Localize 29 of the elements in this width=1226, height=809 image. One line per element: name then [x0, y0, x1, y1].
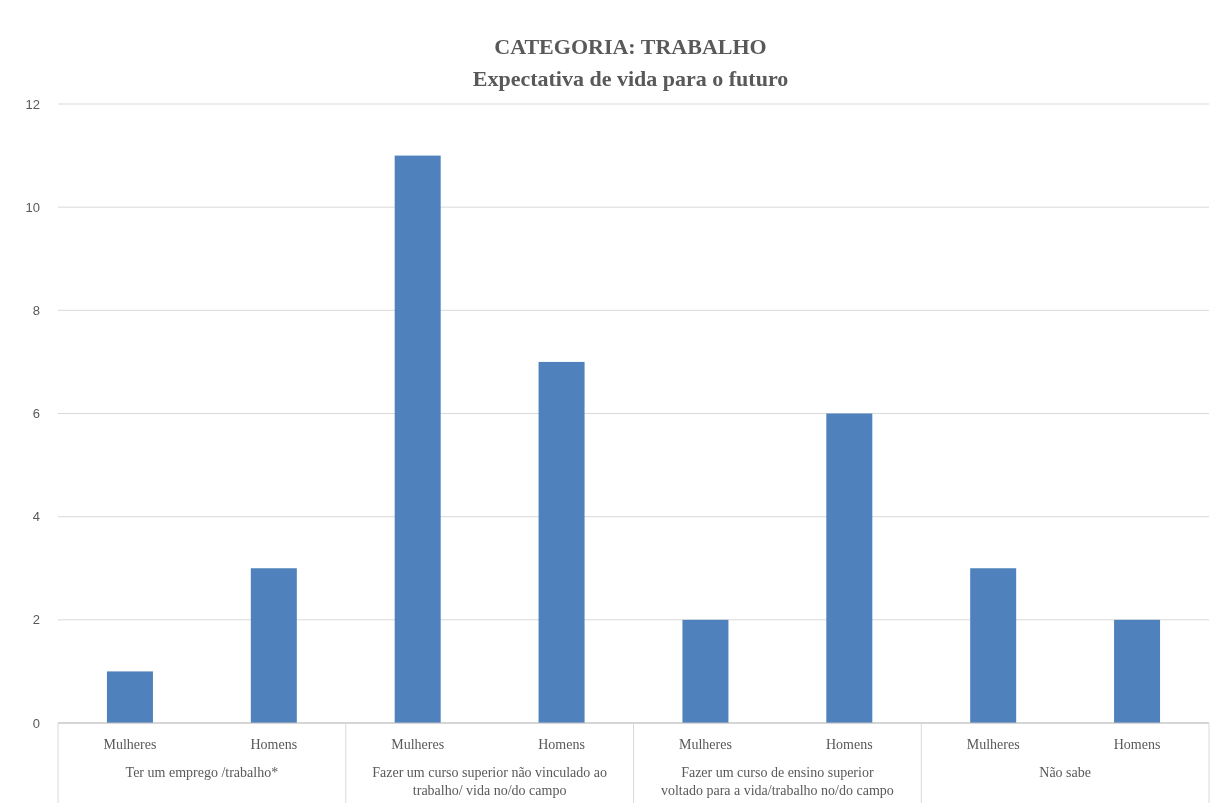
x-tick-label: Fazer um curso superior não vinculado ao trabalho/ vida no/do campo [372, 765, 608, 798]
text: Mulheres [103, 737, 157, 752]
bar [538, 361, 585, 723]
y-tick-label: 0 [32, 715, 40, 731]
chart-subtitle: Expectativa de vida para o futuro [472, 66, 789, 91]
y-tick-label: 6 [32, 406, 40, 422]
bar [394, 155, 441, 723]
series-label: Homens [538, 737, 585, 752]
bar [1114, 619, 1161, 723]
chart-title: CATEGORIA: TRABALHO [494, 34, 767, 59]
x-tick-label: Fazer um curso de ensino superior voltado para a vida/trabalho no/do campo [660, 765, 894, 798]
series-label: Mulheres [678, 737, 732, 752]
y-tick-label: 4 [32, 509, 40, 525]
x-tick-label: Ter um emprego /trabalho* [125, 765, 279, 780]
bar [250, 568, 297, 723]
bar [826, 413, 873, 723]
bar [106, 671, 153, 723]
y-tick-label: 12 [25, 96, 40, 112]
text: Homens [250, 737, 298, 752]
text: Mulheres [966, 737, 1020, 752]
text: Mulheres [391, 737, 445, 752]
y-tick-label: 8 [32, 302, 40, 318]
y-tick-label: 2 [32, 612, 40, 628]
y-tick-label: 10 [25, 199, 40, 215]
text: Homens [825, 737, 873, 752]
x-tick-label: Não sabe [1039, 765, 1091, 780]
bar [682, 619, 729, 723]
text: Homens [1113, 737, 1161, 752]
bar [970, 568, 1017, 723]
